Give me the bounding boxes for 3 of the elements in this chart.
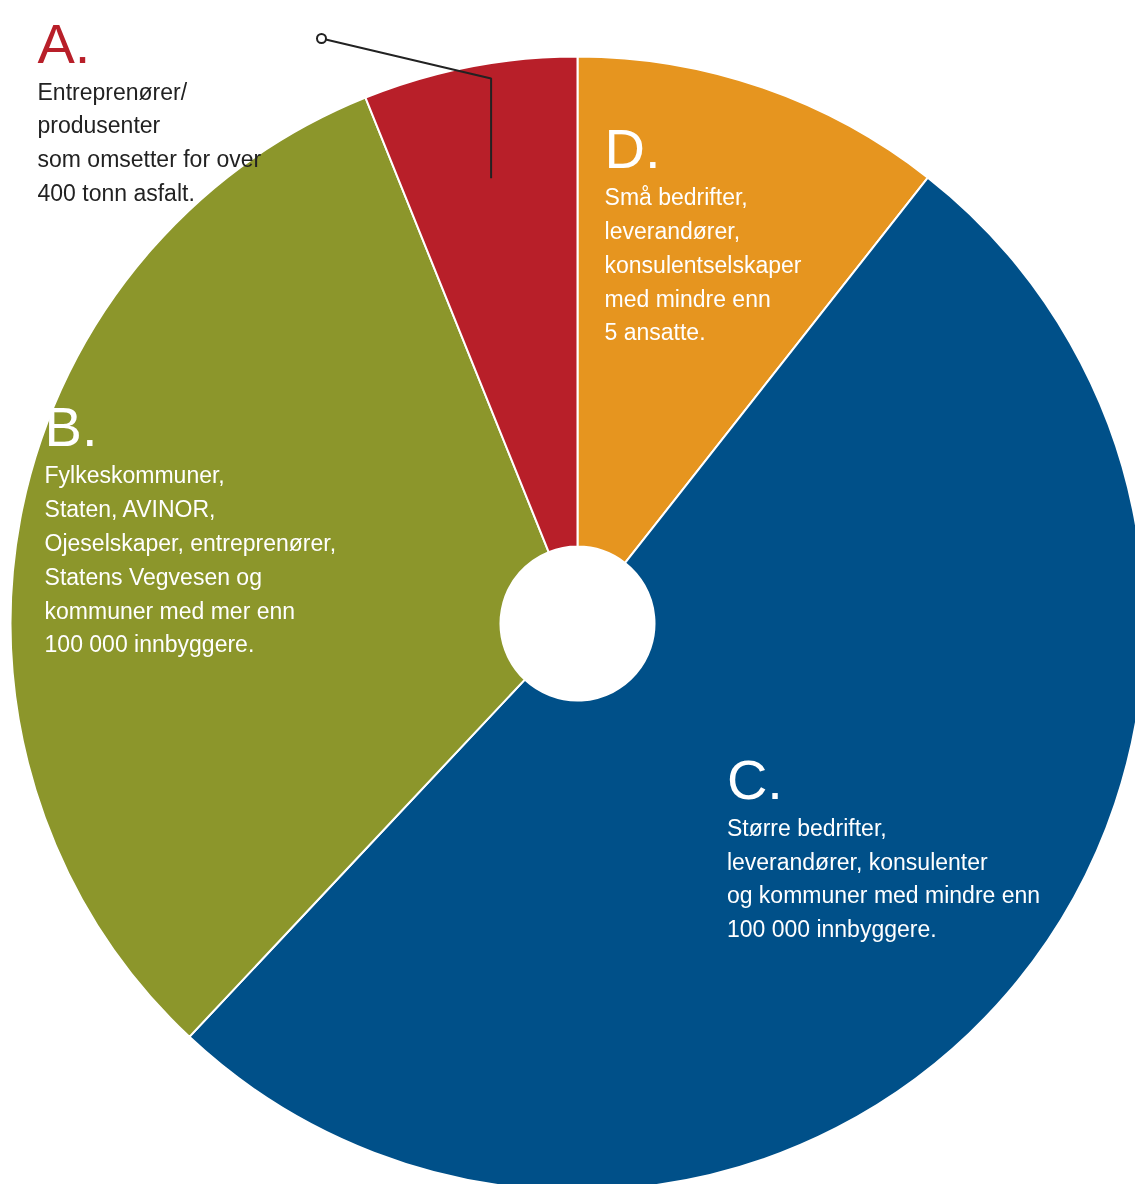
- slice-label: B. Fylkeskommuner, Staten, AVINOR, Ojeselskaper, entreprenører, Statens Vegvesen og kommuner med mer enn 100 000 innbyggere.: [44, 395, 337, 658]
- slice-label: D. Små bedrifter, leverandører, konsulentselskaper med mindre enn 5 ansatte.: [604, 117, 802, 346]
- slice-label: C. Større bedrifter, leverandører, konsulenter og kommuner med mindre enn 100 000 innbyggere.: [726, 747, 1041, 943]
